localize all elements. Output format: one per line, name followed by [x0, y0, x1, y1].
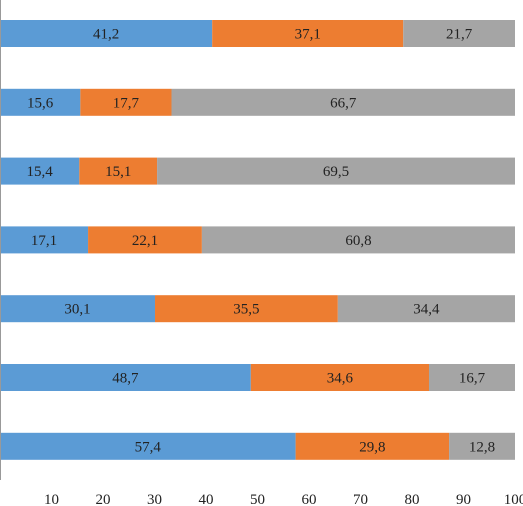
bar-segment-row2-series3: [171, 88, 515, 116]
bar-segment-row2-series2: [80, 88, 172, 116]
x-tick-label-80: 80: [405, 492, 420, 506]
data-label-row7-series3: 12,8: [469, 439, 495, 455]
bar-segment-row1-series1: [0, 20, 213, 47]
data-label-row1-series3: 21,7: [446, 27, 473, 43]
data-label-row6-series1: 48,7: [112, 371, 139, 387]
data-label-row4-series1: 17,1: [31, 233, 57, 249]
bar-segment-row4-series2: [88, 226, 202, 254]
bar-segment-row6-series2: [250, 364, 429, 391]
data-label-row3-series1: 15,4: [27, 164, 54, 180]
x-tick-label-60: 60: [302, 492, 317, 506]
bar-segment-row6-series3: [428, 364, 515, 391]
x-tick-label-10: 10: [44, 492, 59, 506]
bar-area: 41,2 37,1 21,7 15,6 17,7 66,7 15,4 15,1 69,5 17,1…: [0, 20, 515, 460]
bar-segment-row3-series1: [0, 157, 80, 185]
data-label-row4-series3: 60,8: [345, 233, 371, 249]
data-label-row5-series1: 30,1: [64, 302, 90, 318]
bar-segment-row1-series3: [403, 20, 515, 47]
x-tick-label-90: 90: [456, 492, 471, 506]
bar-segment-row7-series1: [0, 432, 296, 460]
bar-segment-row7-series3: [449, 432, 515, 460]
data-label-row3-series2: 15,1: [105, 164, 131, 180]
x-tick-label-70: 70: [353, 492, 368, 506]
data-label-row5-series2: 35,5: [233, 302, 259, 318]
data-label-row3-series3: 69,5: [323, 164, 349, 180]
x-tick-label-20: 20: [96, 492, 111, 506]
data-label-row1-series2: 37,1: [295, 27, 321, 43]
data-label-row7-series2: 29,8: [359, 439, 385, 455]
bar-segment-row5-series1: [0, 295, 156, 323]
x-tick-label-100: 100: [504, 492, 523, 506]
data-label-row2-series3: 66,7: [330, 95, 357, 111]
bar-segment-row3-series3: [157, 157, 515, 185]
bar-segment-row7-series2: [295, 432, 450, 460]
data-label-row2-series2: 17,7: [113, 95, 140, 111]
data-label-row5-series3: 34,4: [413, 302, 440, 318]
x-tick-label-30: 30: [147, 492, 162, 506]
data-label-row4-series2: 22,1: [132, 233, 158, 249]
bar-segment-row4-series3: [201, 226, 515, 254]
data-label-row7-series1: 57,4: [135, 439, 162, 455]
bar-segment-row6-series1: [0, 364, 251, 391]
bar-segment-row3-series2: [79, 157, 158, 185]
bar-segment-row2-series1: [0, 88, 81, 116]
bar-segment-row1-series2: [212, 20, 404, 47]
bar-segment-row5-series2: [155, 295, 338, 323]
x-tick-label-50: 50: [250, 492, 265, 506]
data-label-row6-series3: 16,7: [459, 371, 486, 387]
x-tick-label-40: 40: [199, 492, 214, 506]
data-label-row6-series2: 34,6: [327, 371, 354, 387]
x-axis-ticks: 10 20 30 40 50 60 70 80 90 100: [44, 492, 523, 506]
data-label-row2-series1: 15,6: [27, 95, 54, 111]
data-label-row1-series1: 41,2: [93, 27, 119, 43]
bar-segment-row4-series1: [0, 226, 89, 254]
bar-segment-row5-series3: [337, 295, 515, 323]
